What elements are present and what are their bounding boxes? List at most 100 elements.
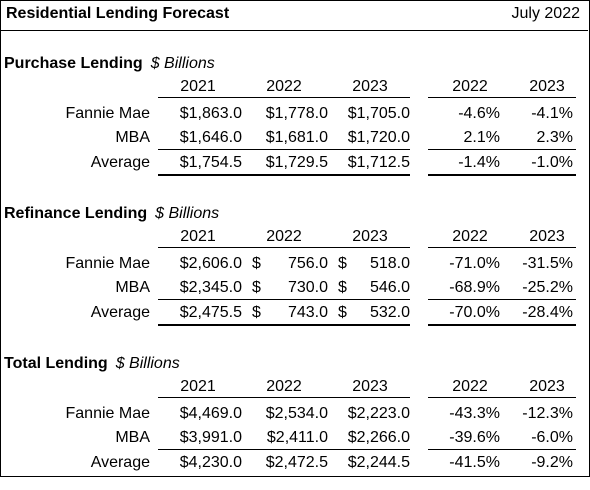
subtotal-underline (158, 299, 410, 300)
dollar-sign: $ (252, 304, 261, 321)
dollar-sign: $ (252, 255, 261, 272)
cell: $2,244.5 (347, 454, 410, 471)
year-header-2023: 2023 (352, 378, 388, 395)
cell: $1,712.5 (347, 154, 410, 171)
pct-cell: -68.9% (449, 279, 500, 296)
year-header-2023: 2023 (352, 228, 388, 245)
year-header-2022: 2022 (266, 78, 302, 95)
section-refinance-lending: Refinance Lending $ Billions 2021 2022 20… (0, 205, 588, 340)
dollar-sign: $ (252, 279, 261, 296)
cell: 532.0 (369, 304, 410, 321)
pct-cell: -41.5% (449, 454, 500, 471)
pct-header-2023: 2023 (529, 378, 565, 395)
cell: $2,606.0 (179, 255, 242, 272)
pct-header-2023: 2023 (529, 228, 565, 245)
report-date: July 2022 (511, 5, 581, 22)
pct-underline (428, 247, 576, 248)
cell: $2,266.0 (347, 429, 410, 446)
row-label-fannie-mae: Fannie Mae (65, 105, 151, 122)
dollar-sign: $ (338, 279, 347, 296)
cell: $1,705.0 (347, 105, 410, 122)
row-label-mba: MBA (115, 279, 150, 296)
cell: $1,646.0 (179, 129, 242, 146)
row-label-average: Average (90, 154, 150, 171)
pct-underline (428, 97, 576, 98)
total-underline (158, 324, 410, 326)
cell: $1,720.0 (347, 129, 410, 146)
subtotal-underline (428, 299, 576, 300)
year-underline (158, 247, 410, 248)
pct-cell: 2.1% (463, 129, 500, 146)
row-label-fannie-mae: Fannie Mae (65, 405, 151, 422)
cell: $2,534.0 (265, 405, 328, 422)
cell: $4,230.0 (179, 454, 242, 471)
pct-cell: -25.2% (522, 279, 573, 296)
cell: $2,411.0 (266, 429, 328, 446)
pct-cell: -71.0% (449, 255, 500, 272)
cell: $1,754.5 (179, 154, 242, 171)
page-title: Residential Lending Forecast (6, 5, 230, 22)
row-label-fannie-mae: Fannie Mae (65, 255, 151, 272)
section-heading: Total Lending $ Billions (4, 355, 180, 373)
cell: $3,991.0 (179, 429, 242, 446)
cell: $2,345.0 (179, 279, 242, 296)
cell: $2,223.0 (347, 405, 410, 422)
section-unit: $ Billions (155, 205, 220, 222)
year-header-2023: 2023 (352, 78, 388, 95)
total-underline (158, 174, 410, 176)
pct-cell: -4.1% (531, 105, 573, 122)
pct-cell: -1.4% (458, 154, 500, 171)
pct-cell: -31.5% (522, 255, 573, 272)
pct-cell: -12.3% (522, 405, 573, 422)
year-underline (158, 97, 410, 98)
pct-cell: -9.2% (531, 454, 573, 471)
cell: $4,469.0 (179, 405, 242, 422)
section-title: Refinance Lending (4, 205, 148, 222)
total-underline (428, 324, 576, 326)
cell: 518.0 (369, 255, 410, 272)
section-title: Total Lending (4, 355, 108, 372)
pct-cell: -39.6% (449, 429, 500, 446)
cell: $1,729.5 (265, 154, 328, 171)
section-total-lending: Total Lending $ Billions 2021 2022 2023 2… (0, 355, 588, 490)
row-label-mba: MBA (115, 129, 150, 146)
title-bar: Residential Lending Forecast July 2022 (0, 0, 588, 31)
subtotal-underline (428, 149, 576, 150)
section-unit: $ Billions (150, 55, 215, 72)
cell: 743.0 (287, 304, 328, 321)
cell: 756.0 (287, 255, 328, 272)
cell: 546.0 (369, 279, 410, 296)
row-label-average: Average (90, 454, 150, 471)
year-underline (158, 397, 410, 398)
subtotal-underline (428, 449, 576, 450)
year-header-2022: 2022 (266, 228, 302, 245)
cell: $2,472.5 (265, 454, 328, 471)
pct-cell: -4.6% (458, 105, 500, 122)
pct-cell: 2.3% (536, 129, 573, 146)
section-purchase-lending: Purchase Lending $ Billions 2021 2022 202… (0, 55, 588, 190)
pct-cell: -28.4% (522, 304, 573, 321)
year-header-2021: 2021 (180, 228, 216, 245)
year-header-2021: 2021 (180, 78, 216, 95)
cell: $1,863.0 (179, 105, 242, 122)
pct-underline (428, 397, 576, 398)
year-header-2022: 2022 (266, 378, 302, 395)
cell: $1,681.0 (265, 129, 328, 146)
pct-cell: -1.0% (531, 154, 573, 171)
pct-cell: -70.0% (449, 304, 500, 321)
year-header-2021: 2021 (180, 378, 216, 395)
pct-header-2023: 2023 (529, 78, 565, 95)
section-heading: Refinance Lending $ Billions (4, 205, 219, 223)
cell: $1,778.0 (265, 105, 328, 122)
section-heading: Purchase Lending $ Billions (4, 55, 215, 73)
pct-header-2022: 2022 (452, 78, 488, 95)
section-unit: $ Billions (115, 355, 180, 372)
pct-cell: -6.0% (531, 429, 573, 446)
cell: 730.0 (287, 279, 328, 296)
cell: $2,475.5 (179, 304, 242, 321)
row-label-average: Average (90, 304, 150, 321)
dollar-sign: $ (338, 304, 347, 321)
pct-header-2022: 2022 (452, 228, 488, 245)
pct-header-2022: 2022 (452, 378, 488, 395)
pct-cell: -43.3% (449, 405, 500, 422)
